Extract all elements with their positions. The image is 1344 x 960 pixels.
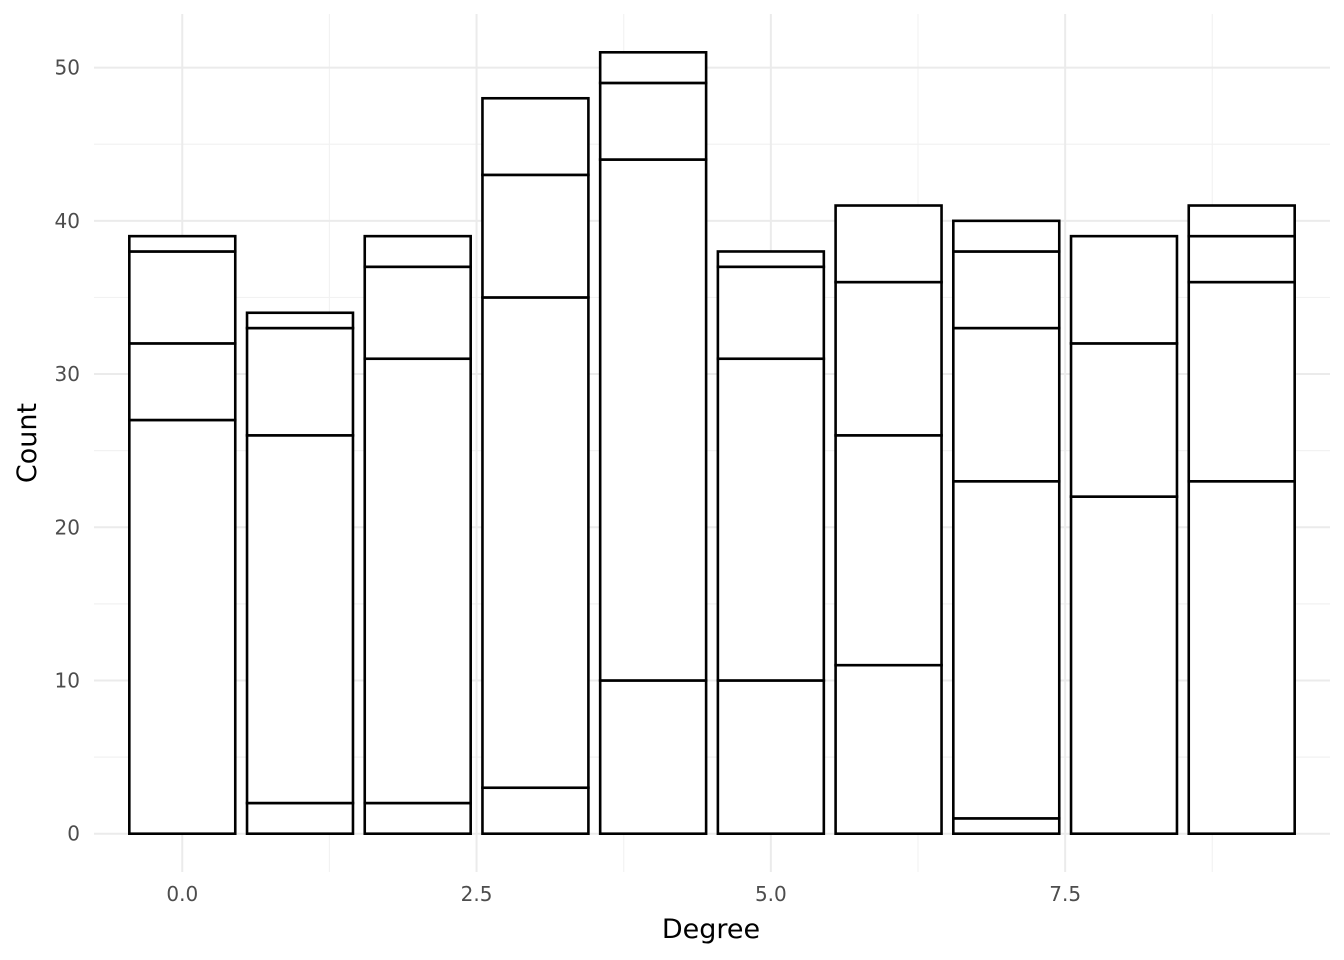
x-tick-label: 7.5 — [1049, 882, 1081, 906]
bar-segment — [1187, 204, 1296, 238]
y-axis-tick-labels: 0 10 20 30 40 50 — [55, 56, 80, 846]
bar-segment — [1069, 342, 1179, 498]
bar-segment — [716, 265, 826, 361]
bar-segment — [716, 357, 826, 682]
bar-stack — [1187, 204, 1296, 835]
bar-stack — [952, 219, 1061, 835]
bar-segment — [363, 234, 472, 269]
bar-segment — [1069, 495, 1179, 835]
bar-segment — [1187, 234, 1296, 284]
bar-segment — [128, 234, 237, 253]
bar-stack — [1069, 234, 1179, 835]
y-tick-label: 10 — [55, 668, 80, 692]
bar-stack — [363, 234, 472, 835]
x-tick-label: 5.0 — [755, 882, 787, 906]
y-axis-title: Count — [12, 403, 43, 483]
bar-segment — [363, 801, 472, 835]
bar-segment — [716, 679, 826, 835]
bar-segment — [952, 250, 1061, 330]
y-tick-label: 20 — [55, 515, 80, 539]
x-axis-tick-labels: 0.0 2.5 5.0 7.5 — [166, 882, 1081, 906]
y-tick-label: 50 — [55, 56, 80, 80]
bar-segment — [481, 786, 590, 835]
bar-segment — [245, 434, 355, 805]
bar-segment — [1187, 280, 1296, 483]
bar-segment — [952, 326, 1061, 483]
bar-segment — [363, 357, 472, 805]
bar-segment — [952, 480, 1061, 820]
bar-segment — [716, 250, 826, 269]
bar-segment — [128, 418, 237, 835]
bar-segment — [598, 679, 708, 835]
bar-segment — [834, 663, 943, 835]
bar-segment — [598, 51, 708, 85]
x-tick-label: 2.5 — [461, 882, 493, 906]
bar-segment — [481, 296, 590, 790]
bar-segment — [481, 96, 590, 177]
bar-segment — [128, 250, 237, 345]
bar-segment — [363, 265, 472, 361]
bar-segment — [834, 280, 943, 437]
bar-stack — [128, 234, 237, 835]
bar-stack — [245, 311, 355, 835]
bar-segment — [598, 81, 708, 161]
bar-stack — [716, 250, 826, 835]
bar-segment — [598, 158, 708, 682]
bar-segment — [952, 219, 1061, 253]
bar-segment — [834, 434, 943, 667]
bar-segment — [245, 326, 355, 437]
x-tick-label: 0.0 — [166, 882, 198, 906]
bar-segment — [834, 204, 943, 284]
bar-stack — [481, 96, 590, 835]
bar-segment — [1069, 234, 1179, 345]
bars — [128, 51, 1296, 835]
x-axis-title: Degree — [662, 914, 760, 945]
bar-segment — [1187, 480, 1296, 835]
y-tick-label: 0 — [67, 822, 80, 846]
bar-segment — [952, 817, 1061, 835]
bar-segment — [481, 173, 590, 299]
bar-stack — [834, 204, 943, 835]
bar-segment — [128, 342, 237, 422]
bar-stack — [598, 51, 708, 835]
bar-segment — [245, 311, 355, 330]
y-tick-label: 30 — [55, 362, 80, 386]
y-tick-label: 40 — [55, 209, 80, 233]
bar-segment — [245, 801, 355, 835]
